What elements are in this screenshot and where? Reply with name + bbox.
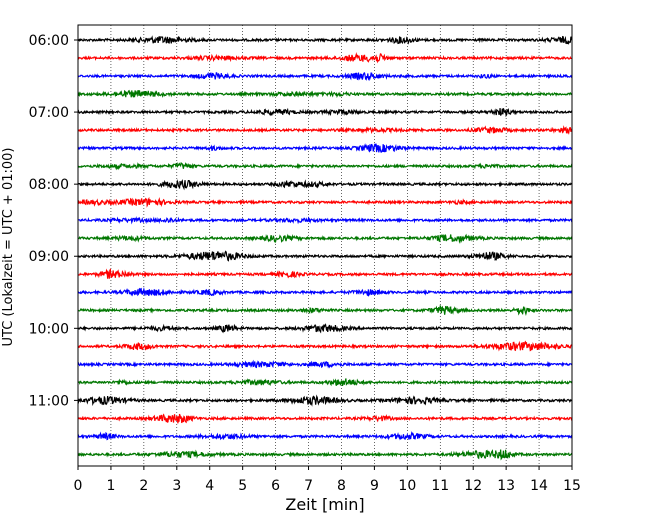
- trace-0630: [77, 71, 573, 82]
- trace-1145: [77, 449, 573, 461]
- seismogram-traces: [77, 35, 573, 461]
- y-tick-label: 06:00: [29, 33, 69, 49]
- trace-1030: [77, 359, 573, 369]
- trace-1015: [77, 340, 573, 352]
- x-tick-label: 1: [106, 478, 115, 494]
- x-tick-label: 11: [431, 478, 449, 494]
- trace-0600: [77, 35, 573, 45]
- plot-background: [78, 25, 572, 466]
- x-tick-label: 4: [205, 478, 214, 494]
- trace-0845: [77, 233, 573, 244]
- x-axis-ticks: 0 1 2 3 4 5 6 7 8 9 10 11 12 13 14 15: [74, 466, 581, 494]
- trace-0830: [77, 216, 573, 225]
- y-axis-label: UTC (Lokalzeit = UTC + 01:00): [1, 148, 16, 347]
- x-tick-label: 0: [74, 478, 83, 494]
- trace-0800: [77, 179, 573, 191]
- x-tick-label: 9: [370, 478, 379, 494]
- x-tick-label: 7: [304, 478, 313, 494]
- x-tick-label: 6: [271, 478, 280, 494]
- trace-0815: [77, 196, 573, 208]
- y-axis-ticks: 06:00 07:00 08:00 09:00 10:00 11:00: [29, 33, 78, 409]
- trace-0930: [77, 286, 573, 297]
- y-tick-label: 09:00: [29, 249, 69, 265]
- x-tick-label: 10: [398, 478, 416, 494]
- x-axis-label: Zeit [min]: [285, 495, 364, 514]
- y-tick-label: 11:00: [29, 393, 69, 409]
- x-tick-label: 15: [563, 478, 581, 494]
- plot-frame: [77, 24, 573, 467]
- x-tick-label: 5: [238, 478, 247, 494]
- trace-1000: [77, 323, 573, 334]
- trace-0900: [77, 250, 573, 262]
- x-tick-label: 8: [337, 478, 346, 494]
- trace-0945: [77, 304, 573, 317]
- trace-0700: [77, 107, 573, 118]
- trace-1130: [77, 431, 573, 441]
- trace-1100: [77, 394, 573, 407]
- y-tick-label: 07:00: [29, 105, 69, 121]
- trace-0615: [77, 51, 573, 64]
- trace-1115: [77, 413, 573, 424]
- trace-0730: [77, 143, 573, 153]
- trace-0745: [77, 161, 573, 171]
- x-tick-label: 12: [464, 478, 482, 494]
- trace-0915: [77, 268, 573, 279]
- x-tick-label: 14: [530, 478, 548, 494]
- y-tick-label: 10:00: [29, 321, 69, 337]
- x-tick-label: 2: [139, 478, 148, 494]
- x-tick-label: 13: [497, 478, 515, 494]
- y-tick-label: 08:00: [29, 177, 69, 193]
- trace-0715: [77, 125, 573, 135]
- x-tick-label: 3: [172, 478, 181, 494]
- trace-1045: [77, 378, 573, 387]
- trace-0645: [77, 89, 573, 99]
